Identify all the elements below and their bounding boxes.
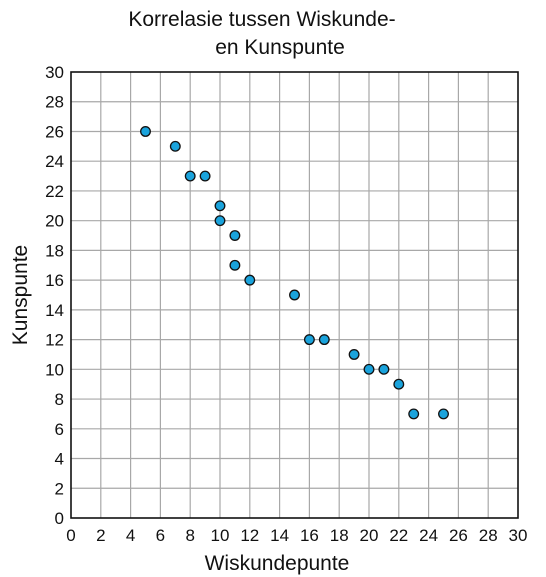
x-tick-label: 24 <box>419 526 438 545</box>
y-tick-label: 2 <box>55 479 64 498</box>
data-point <box>303 334 315 346</box>
y-tick-label: 30 <box>45 63 64 82</box>
data-point <box>318 334 330 346</box>
y-tick-label: 14 <box>45 301 64 320</box>
y-tick-label: 10 <box>45 360 64 379</box>
data-point <box>214 200 226 212</box>
data-point <box>169 140 181 152</box>
x-tick-label: 6 <box>156 526 165 545</box>
data-point <box>348 349 360 360</box>
x-tick-label: 14 <box>270 526 289 545</box>
plot-frame <box>70 71 519 519</box>
data-point <box>289 289 300 301</box>
y-tick-label: 0 <box>55 509 64 528</box>
x-tick-label: 26 <box>449 526 468 545</box>
y-tick-label: 24 <box>45 152 64 171</box>
data-point <box>363 363 375 375</box>
x-tick-label: 4 <box>126 526 135 545</box>
y-tick-label: 4 <box>55 450 64 469</box>
x-tick-label: 8 <box>185 526 194 545</box>
data-point <box>393 378 405 390</box>
x-tick-label: 18 <box>330 526 349 545</box>
x-tick-label: 10 <box>211 526 230 545</box>
y-axis-title: Kunspunte <box>9 245 32 345</box>
x-tick-label: 0 <box>66 526 75 545</box>
data-point <box>244 274 256 286</box>
y-tick-label: 26 <box>45 122 64 141</box>
y-tick-label: 22 <box>45 182 64 201</box>
x-axis-ticks: 0 2 4 6 8 10 12 14 16 18 20 22 24 26 28 30 <box>66 526 527 545</box>
y-tick-label: 20 <box>45 212 64 231</box>
x-tick-label: 2 <box>96 526 105 545</box>
chart-title: Korrelasie tussen Wiskunde- en Kunspunte <box>128 8 395 59</box>
x-tick-label: 16 <box>300 526 319 545</box>
y-tick-label: 8 <box>55 390 64 409</box>
data-point <box>229 259 241 271</box>
data-point <box>378 363 390 375</box>
x-axis-title: Wiskundepunte <box>205 552 350 575</box>
chart-title-line-1: Korrelasie tussen Wiskunde- <box>128 8 395 31</box>
y-tick-label: 6 <box>55 420 64 439</box>
data-point <box>229 230 241 241</box>
data-point <box>214 215 226 227</box>
data-point <box>199 170 211 182</box>
x-tick-label: 30 <box>509 526 528 545</box>
chart-title-line-2: en Kunspunte <box>215 36 345 59</box>
data-point <box>438 408 449 420</box>
y-tick-label: 16 <box>45 271 64 290</box>
x-tick-label: 20 <box>360 526 379 545</box>
data-point <box>140 126 151 137</box>
data-point <box>184 170 196 182</box>
x-tick-label: 22 <box>389 526 408 545</box>
y-tick-label: 28 <box>45 93 64 112</box>
y-tick-label: 12 <box>45 331 64 350</box>
data-points <box>140 126 449 420</box>
y-tick-label: 18 <box>45 241 64 260</box>
grid <box>71 72 518 518</box>
x-tick-label: 28 <box>479 526 498 545</box>
data-point <box>408 408 420 420</box>
x-tick-label: 12 <box>240 526 259 545</box>
